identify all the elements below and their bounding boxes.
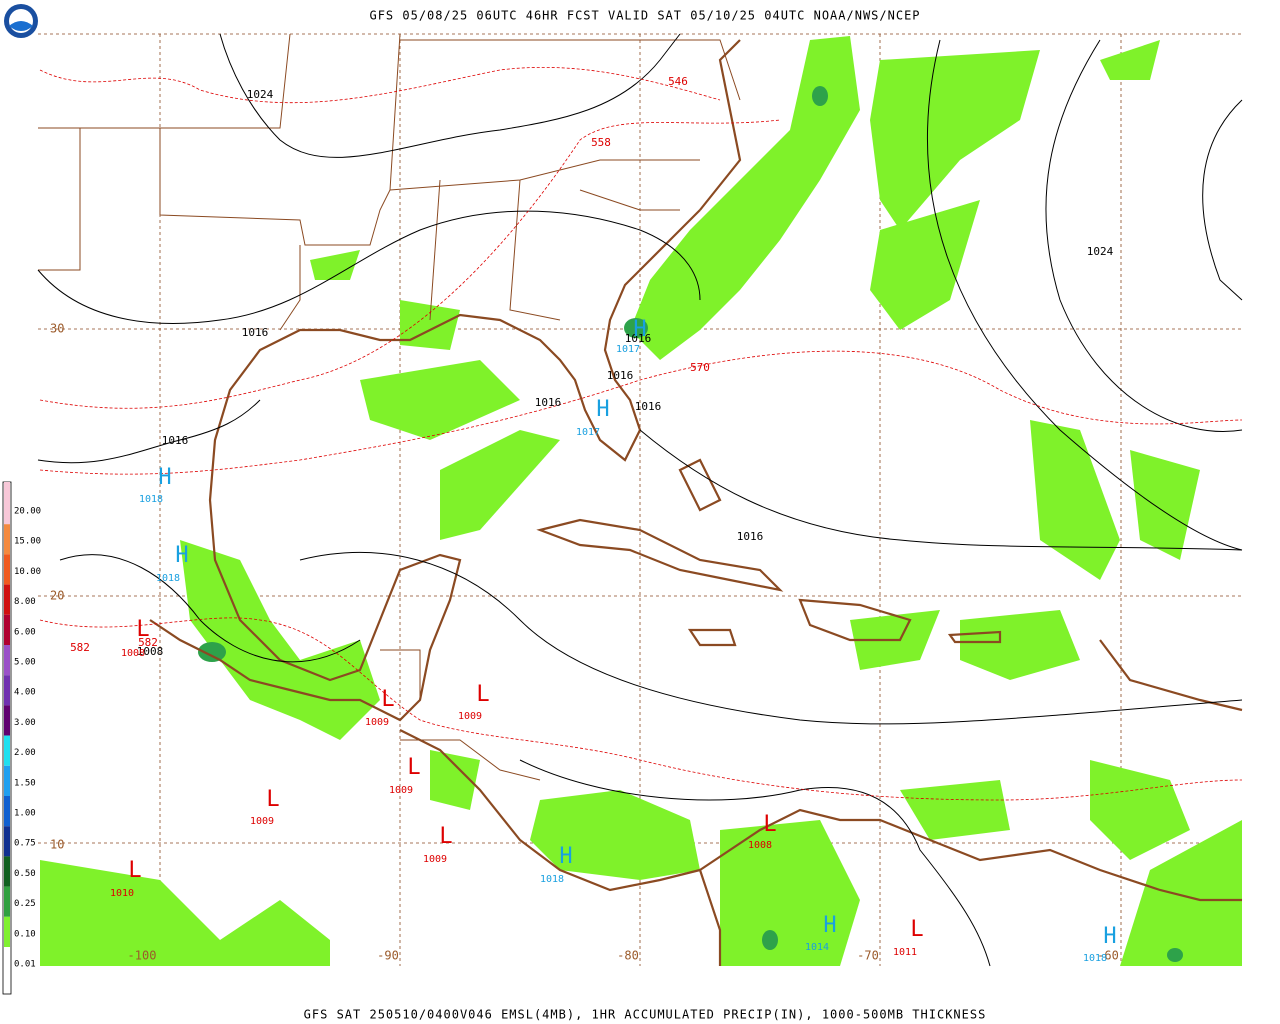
low-pressure-symbol: L — [266, 787, 279, 812]
colorbar-label: 0.25 — [14, 899, 36, 909]
precipitation — [40, 36, 1242, 966]
colorbar-label: 4.00 — [14, 688, 36, 698]
high-pressure-value: 1018 — [156, 573, 180, 584]
colorbar-swatch — [4, 796, 10, 827]
low-pressure-value: 1009 — [365, 717, 389, 728]
high-pressure-symbol: H — [596, 397, 609, 422]
high-pressure-symbol: H — [1103, 924, 1116, 949]
longitude-label: -90 — [377, 949, 399, 963]
high-pressure-symbol: H — [633, 317, 646, 342]
colorbar-label: 0.01 — [14, 960, 36, 970]
colorbar-label: 2.00 — [14, 748, 36, 758]
low-pressure-symbol: L — [128, 858, 141, 883]
high-pressure-value: 1014 — [805, 942, 829, 953]
thickness-label: 570 — [690, 361, 710, 374]
low-pressure-value: 1011 — [893, 947, 917, 958]
high-pressure-symbol: H — [823, 913, 836, 938]
longitude-label: -70 — [857, 949, 879, 963]
high-pressure-value: 1018 — [540, 874, 564, 885]
low-pressure-symbol: L — [763, 812, 776, 837]
colorbar-swatch — [4, 482, 10, 525]
colorbar-swatch — [4, 826, 10, 857]
colorbar-label: 5.00 — [14, 658, 36, 668]
longitude-label: -80 — [617, 949, 639, 963]
isobar-label: 1024 — [1087, 245, 1114, 258]
low-pressure-value: 1008 — [748, 840, 772, 851]
low-pressure-value: 1008 — [121, 648, 145, 659]
thickness-label: 546 — [668, 75, 688, 88]
isobar-label: 1016 — [162, 434, 189, 447]
colorbar-label: 20.00 — [14, 507, 41, 517]
latitude-label: 10 — [50, 838, 64, 852]
borders — [38, 33, 741, 781]
isobar-label: 1008 — [137, 645, 164, 658]
isobar-label: 1024 — [247, 88, 274, 101]
colorbar-label: 15.00 — [14, 537, 41, 547]
low-pressure-symbol: L — [136, 617, 149, 642]
longitude-label: -100 — [128, 949, 157, 963]
colorbar-swatch — [4, 614, 10, 645]
colorbar-label: 0.75 — [14, 839, 36, 849]
map-caption: GFS SAT 250510/0400V046 EMSL(4MB), 1HR A… — [304, 1008, 987, 1022]
latitude-label: 20 — [50, 589, 64, 603]
map-title: GFS 05/08/25 06UTC 46HR FCST VALID SAT 0… — [369, 9, 920, 23]
colorbar-swatch — [4, 554, 10, 585]
colorbar-label: 10.00 — [14, 567, 41, 577]
isobar-label: 1016 — [242, 326, 269, 339]
isobars — [37, 33, 1243, 967]
high-pressure-value: 1018 — [1083, 953, 1107, 964]
colorbar-swatch — [4, 705, 10, 736]
low-pressure-symbol: L — [381, 687, 394, 712]
low-pressure-value: 1010 — [110, 888, 134, 899]
colorbar-swatch — [4, 916, 10, 947]
colorbar-label: 3.00 — [14, 718, 36, 728]
low-pressure-value: 1009 — [423, 854, 447, 865]
high-pressure-value: 1017 — [576, 427, 600, 438]
latitude-label: 30 — [50, 322, 64, 336]
isobar-label: 1016 — [635, 400, 662, 413]
colorbar-swatch — [4, 856, 10, 887]
longitude-label: -60 — [1097, 949, 1119, 963]
isobar-label: 1016 — [535, 396, 562, 409]
colorbar: 20.00 15.00 10.00 8.00 6.00 5.00 4.00 3.00 2.00 1… — [2, 481, 41, 995]
colorbar-label: 8.00 — [14, 597, 36, 607]
low-pressure-value: 1009 — [389, 785, 413, 796]
colorbar-swatch — [4, 735, 10, 766]
colorbar-label: 0.50 — [14, 869, 36, 879]
colorbar-swatch — [4, 524, 10, 555]
low-pressure-value: 1009 — [458, 711, 482, 722]
thickness-label: 582 — [138, 636, 158, 649]
colorbar-swatch — [4, 645, 10, 676]
low-pressure-symbol: L — [439, 824, 452, 849]
noaa-logo — [4, 4, 38, 38]
high-pressure-value: 1017 — [616, 344, 640, 355]
isobar-label: 1016 — [625, 332, 652, 345]
coastlines — [149, 39, 1243, 966]
colorbar-swatch — [4, 675, 10, 706]
colorbar-swatch — [4, 886, 10, 917]
colorbar-swatch — [4, 947, 10, 978]
colorbar-label: 0.10 — [14, 929, 36, 939]
high-pressure-symbol: H — [559, 844, 572, 869]
isobar-label: 1016 — [737, 530, 764, 543]
high-pressure-value: 1018 — [139, 494, 163, 505]
high-pressure-symbol: H — [158, 465, 171, 490]
low-pressure-value: 1009 — [250, 816, 274, 827]
thickness-label: 558 — [591, 136, 611, 149]
colorbar-swatch — [4, 765, 10, 796]
thickness-label: 582 — [70, 641, 90, 654]
isobar-label: 1016 — [607, 369, 634, 382]
low-pressure-symbol: L — [910, 917, 923, 942]
colorbar-label: 1.50 — [14, 778, 36, 788]
colorbar-label: 6.00 — [14, 627, 36, 637]
low-pressure-symbol: L — [407, 755, 420, 780]
high-pressure-symbol: H — [175, 543, 188, 568]
colorbar-swatch — [4, 584, 10, 615]
colorbar-label: 1.00 — [14, 809, 36, 819]
low-pressure-symbol: L — [476, 682, 489, 707]
thickness-lines — [39, 66, 1243, 801]
